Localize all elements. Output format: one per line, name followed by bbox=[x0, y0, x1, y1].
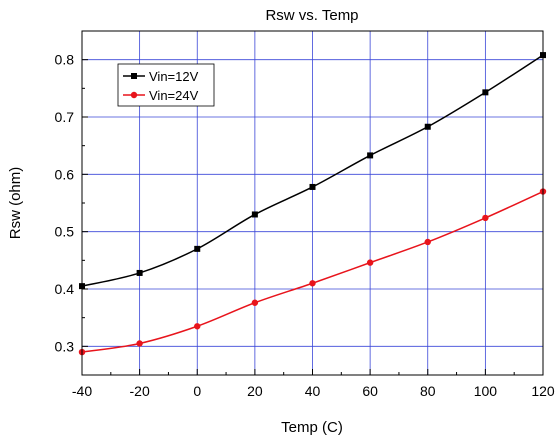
x-tick-label: 20 bbox=[247, 383, 263, 399]
y-tick-label: 0.5 bbox=[55, 224, 75, 240]
data-point-vin-12v bbox=[482, 89, 489, 96]
x-tick-label: -20 bbox=[130, 383, 150, 399]
x-tick-label: 60 bbox=[362, 383, 378, 399]
data-point-vin-12v bbox=[194, 245, 201, 252]
data-point-vin-24v bbox=[482, 214, 489, 222]
legend: Vin=12V Vin=24V bbox=[117, 63, 215, 107]
chart-title: Rsw vs. Temp bbox=[265, 7, 358, 24]
x-tick-label: 80 bbox=[420, 383, 436, 399]
data-point-vin-12v bbox=[136, 269, 143, 276]
y-tick-label: 0.7 bbox=[55, 109, 75, 125]
x-tick-label: 120 bbox=[531, 383, 555, 399]
data-point-vin-24v bbox=[424, 238, 431, 246]
legend-label-vin-24v: Vin=24V bbox=[149, 88, 199, 103]
data-point-vin-12v bbox=[424, 123, 431, 130]
y-tick-label: 0.3 bbox=[55, 338, 75, 354]
y-tick-label: 0.4 bbox=[55, 281, 75, 297]
axis-ticks: -40 -20 0 20 40 60 80 100 120 0.3 0.4 0.5 0.6 0.7 0.8 bbox=[55, 52, 555, 399]
legend-label-vin-12v: Vin=12V bbox=[149, 69, 199, 84]
x-axis-label: Temp (C) bbox=[281, 419, 343, 436]
y-tick-label: 0.6 bbox=[55, 166, 75, 182]
data-point-vin-24v bbox=[309, 280, 316, 287]
legend-marker-vin-24v bbox=[130, 91, 138, 99]
data-point-vin-24v bbox=[251, 299, 259, 306]
x-tick-label: 0 bbox=[193, 383, 201, 399]
data-point-vin-24v bbox=[366, 259, 374, 266]
data-point-vin-12v bbox=[309, 183, 316, 190]
x-tick-label: 100 bbox=[474, 383, 498, 399]
plot-series bbox=[78, 52, 547, 356]
y-axis-label: Rsw (ohm) bbox=[7, 167, 24, 240]
grid-lines bbox=[81, 31, 544, 375]
data-point-vin-24v bbox=[136, 340, 143, 347]
data-point-vin-12v bbox=[251, 211, 258, 218]
x-tick-label: 40 bbox=[305, 383, 321, 399]
x-tick-label: -40 bbox=[72, 383, 92, 399]
data-point-vin-12v bbox=[367, 152, 374, 159]
series-line-vin-12v bbox=[81, 54, 544, 287]
data-point-vin-24v bbox=[194, 323, 201, 330]
legend-box bbox=[117, 63, 215, 107]
legend-marker-vin-12v bbox=[131, 73, 137, 79]
y-tick-label: 0.8 bbox=[55, 52, 75, 68]
